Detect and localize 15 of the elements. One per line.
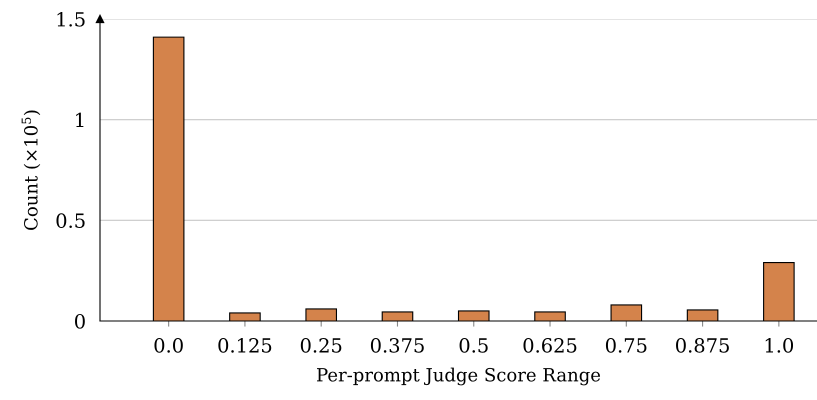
y-tick-label: 0: [75, 314, 85, 329]
x-tick-label: 0.75: [606, 338, 646, 353]
y-axis-title: Count (×10$^{5}$): [22, 110, 40, 230]
x-tick-label: 0.0: [154, 338, 183, 353]
x-tick-label: 0.625: [523, 338, 576, 353]
x-tick-label: 1.0: [766, 338, 794, 353]
x-tick-label: 0.5: [460, 338, 488, 353]
x-tick-label: 0.25: [300, 338, 342, 353]
x-tick-label: 0.875: [676, 338, 729, 353]
y-tick-label: 1: [76, 112, 84, 128]
x-axis-title: Per-prompt Judge Score Range: [317, 368, 600, 386]
y-tick-label: 0.5: [56, 213, 85, 228]
x-tick-label: 0.125: [218, 338, 272, 353]
y-tick-label: 1.5: [58, 12, 85, 27]
x-tick-label: 0.375: [370, 338, 424, 353]
